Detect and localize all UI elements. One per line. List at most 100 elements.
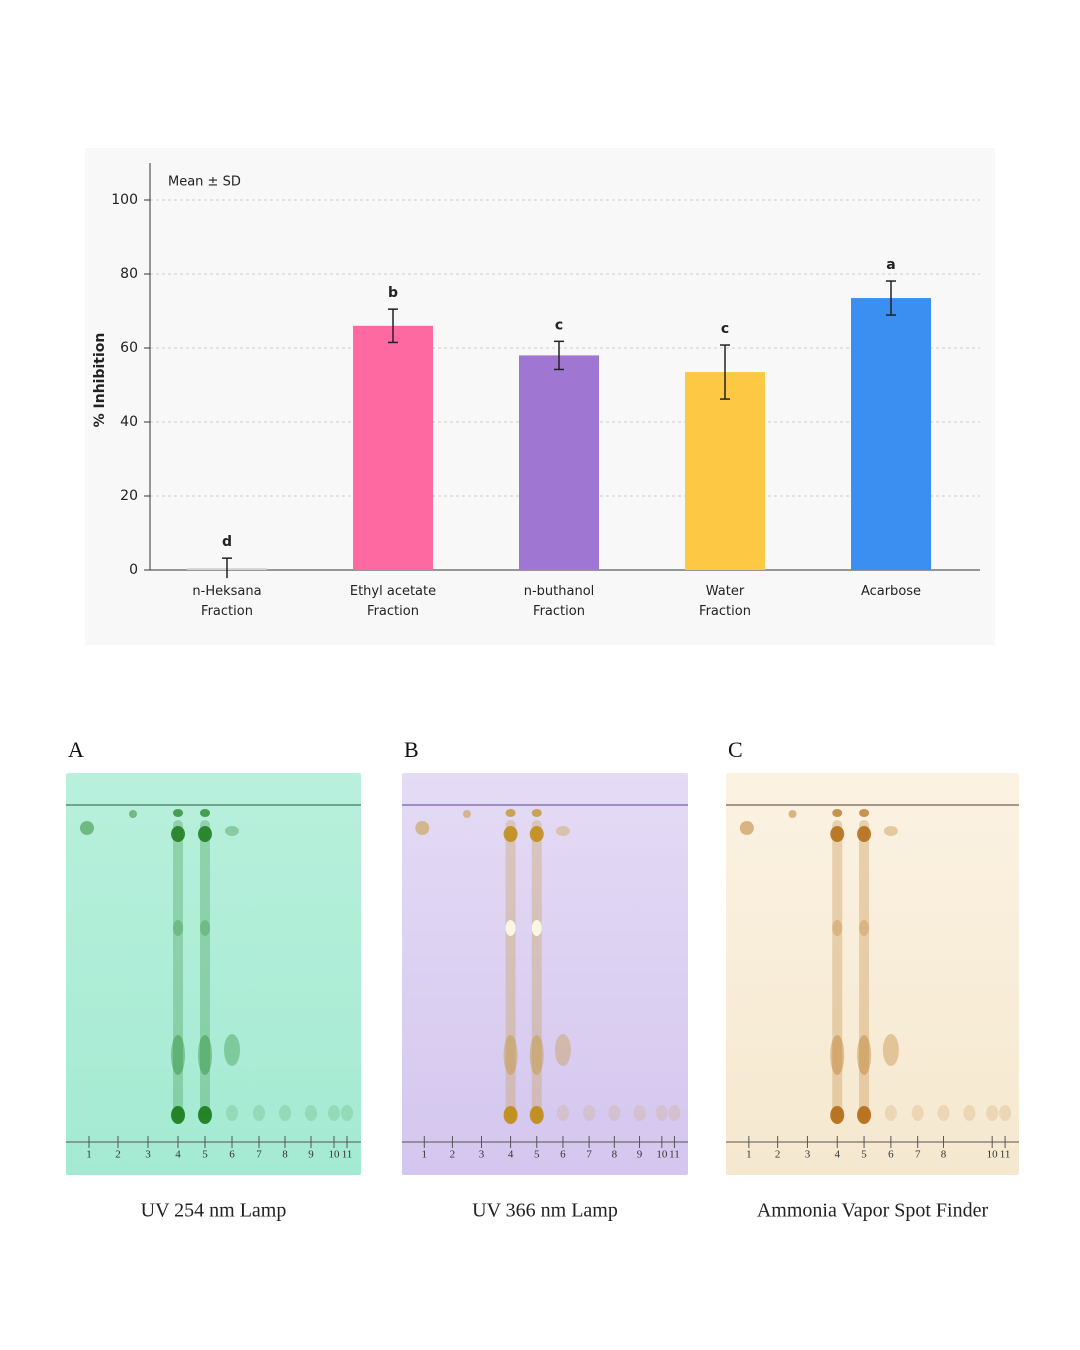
spot: [608, 1105, 621, 1121]
panel-label: C: [728, 737, 743, 762]
y-tick-label: 100: [111, 192, 138, 208]
spot: [911, 1105, 924, 1121]
significance-label: a: [886, 257, 895, 273]
spot: [882, 1034, 899, 1066]
spot: [505, 920, 516, 936]
spot: [883, 826, 898, 836]
lane-label: 2: [775, 1149, 781, 1161]
error-bar: [222, 557, 232, 579]
significance-label: c: [555, 317, 563, 333]
lane-label: 2: [450, 1149, 456, 1161]
spot: [999, 1105, 1012, 1121]
x-tick-label: n-Heksana Fraction: [192, 584, 262, 619]
significance-label: c: [721, 321, 729, 337]
lane-label: 3: [805, 1149, 811, 1161]
lane-label: 6: [888, 1149, 894, 1161]
spot: [415, 821, 430, 835]
spot: [505, 809, 516, 817]
bar: [851, 298, 931, 570]
spot: [328, 1105, 340, 1121]
significance-label: b: [388, 285, 398, 301]
lane-label: 7: [915, 1149, 921, 1161]
spot: [305, 1105, 317, 1121]
spot: [529, 1106, 544, 1124]
spot: [225, 826, 239, 836]
spot: [857, 1106, 872, 1124]
spot: [857, 826, 872, 842]
spot: [200, 920, 210, 936]
spot: [503, 1035, 518, 1075]
error-bar: [554, 340, 564, 371]
spot: [986, 1105, 999, 1121]
spot: [529, 826, 544, 842]
panel-caption: UV 366 nm Lamp: [472, 1200, 618, 1222]
lane-label: 3: [145, 1149, 151, 1161]
spot: [668, 1105, 681, 1121]
spot: [832, 809, 843, 817]
tlc-plate: [402, 773, 688, 1175]
spot: [830, 826, 845, 842]
spot: [556, 1105, 569, 1121]
x-tick-label: Water Fraction: [699, 584, 751, 619]
x-tick-label: Ethyl acetate Fraction: [349, 584, 437, 619]
lane-label: 11: [669, 1149, 680, 1161]
lane-label: 7: [586, 1149, 592, 1161]
spot: [859, 920, 870, 936]
x-tick-label: Acarbose: [860, 584, 922, 599]
lane-label: 5: [534, 1149, 540, 1161]
spot: [859, 809, 870, 817]
error-bar: [886, 280, 896, 316]
spot: [531, 809, 542, 817]
spot: [224, 1034, 240, 1066]
spot: [830, 1035, 845, 1075]
spot: [583, 1105, 596, 1121]
spot: [937, 1105, 950, 1121]
lane-label: 10: [656, 1149, 668, 1161]
spot: [633, 1105, 646, 1121]
lane-label: 10: [329, 1149, 341, 1161]
lane-label: 1: [422, 1149, 428, 1161]
spot: [129, 810, 137, 818]
panel-label: A: [68, 737, 84, 762]
spot: [198, 826, 212, 842]
spot: [555, 826, 570, 836]
spot: [198, 1106, 212, 1124]
tlc-plate: [66, 773, 361, 1175]
spot: [341, 1105, 353, 1121]
lane-label: 5: [861, 1149, 867, 1161]
panel-label: B: [404, 737, 419, 762]
spot: [503, 826, 518, 842]
lane-label: 1: [86, 1149, 92, 1161]
spot: [832, 920, 843, 936]
y-tick-label: 60: [120, 340, 138, 356]
lane-label: 4: [834, 1149, 840, 1161]
lane-label: 7: [256, 1149, 262, 1161]
y-tick-label: 0: [129, 562, 138, 578]
lane-label: 4: [508, 1149, 514, 1161]
lane-label: 6: [560, 1149, 566, 1161]
lane-label: 10: [987, 1149, 999, 1161]
spot: [171, 1106, 185, 1124]
spot: [655, 1105, 668, 1121]
spot: [171, 826, 185, 842]
streak: [859, 820, 870, 1120]
streak: [832, 820, 843, 1120]
y-tick-label: 20: [120, 488, 138, 504]
spot: [462, 810, 471, 818]
spot: [226, 1105, 238, 1121]
spot: [830, 1106, 845, 1124]
lane-label: 1: [746, 1149, 752, 1161]
spot: [739, 821, 754, 835]
spot: [963, 1105, 976, 1121]
streak: [173, 820, 183, 1120]
spot: [531, 920, 542, 936]
spot: [788, 810, 797, 818]
spot: [171, 1035, 185, 1075]
spot: [503, 1106, 518, 1124]
y-axis-label: % Inhibition: [92, 333, 108, 428]
x-tick-label: n-buthanol Fraction: [523, 584, 595, 619]
streak: [200, 820, 210, 1120]
spot: [253, 1105, 265, 1121]
annotation: Mean ± SD: [168, 175, 241, 190]
